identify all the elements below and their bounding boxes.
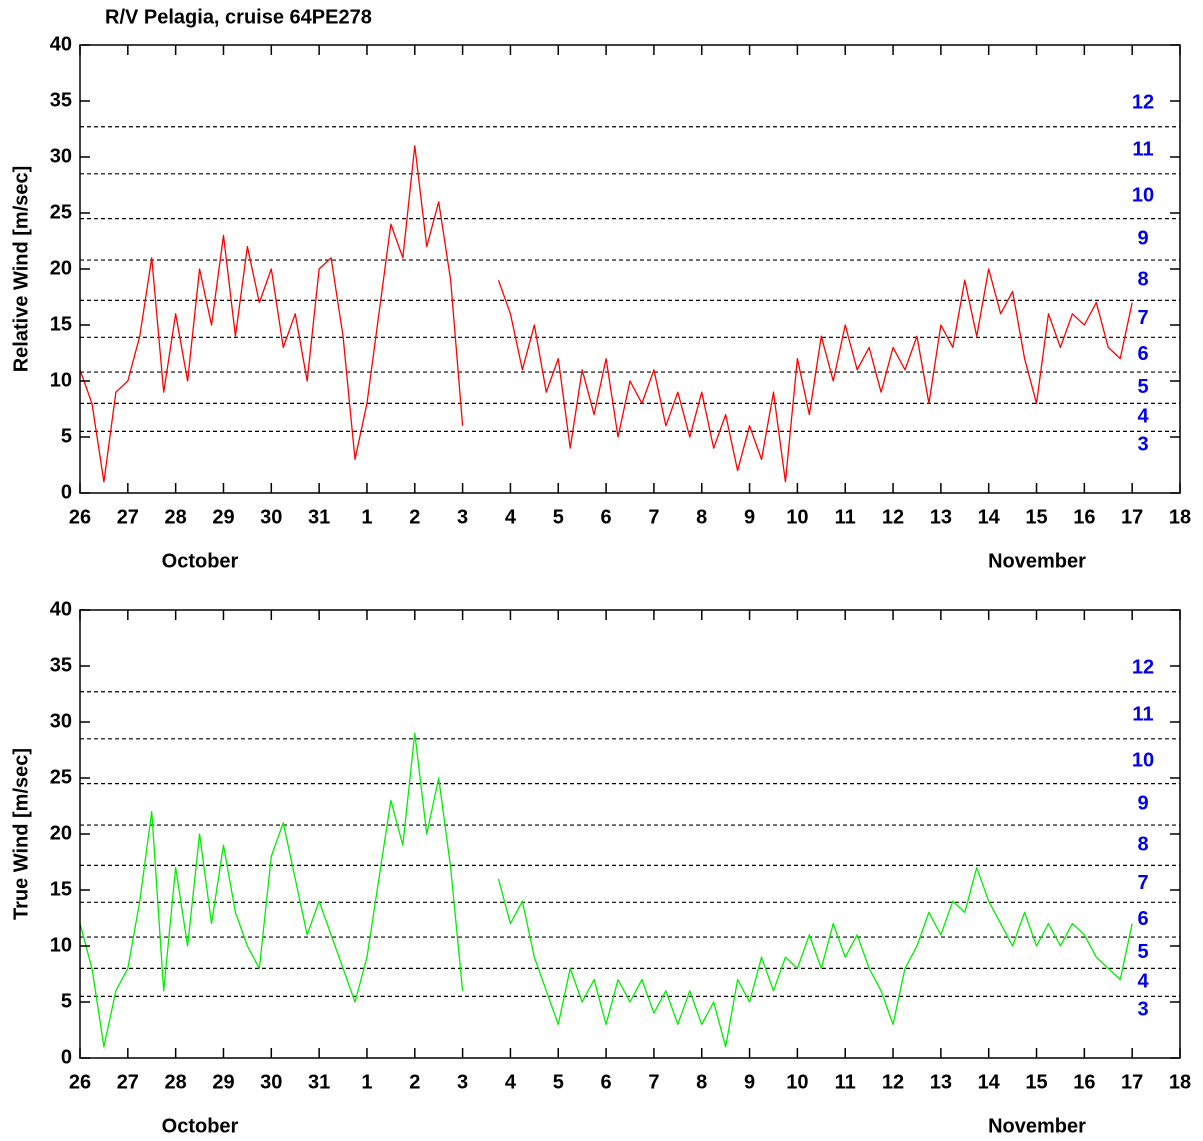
- x-tick-label: 8: [696, 506, 707, 528]
- beaufort-label: 7: [1137, 307, 1148, 329]
- beaufort-label: 6: [1137, 908, 1148, 930]
- x-tick-label: 11: [835, 506, 856, 528]
- y-tick-label: 0: [61, 1046, 72, 1068]
- x-tick-label: 31: [308, 506, 330, 528]
- x-tick-label: 15: [1025, 1071, 1047, 1093]
- x-tick-label: 4: [505, 1071, 517, 1093]
- x-tick-label: 29: [212, 506, 234, 528]
- x-tick-label: 11: [835, 1071, 856, 1093]
- y-tick-label: 0: [61, 481, 72, 503]
- y-tick-label: 5: [61, 425, 72, 447]
- x-tick-label: 2: [409, 1071, 420, 1093]
- x-tick-label: 30: [260, 1071, 282, 1093]
- x-tick-label: 6: [601, 506, 612, 528]
- y-tick-label: 15: [50, 313, 72, 335]
- beaufort-label: 10: [1132, 749, 1154, 771]
- x-tick-label: 18: [1169, 1071, 1191, 1093]
- x-tick-label: 1: [361, 1071, 372, 1093]
- beaufort-label: 8: [1137, 833, 1148, 855]
- x-tick-label: 7: [648, 1071, 659, 1093]
- y-tick-label: 30: [50, 710, 72, 732]
- y-tick-label: 20: [50, 822, 72, 844]
- x-tick-label: 26: [69, 1071, 91, 1093]
- x-tick-label: 2: [409, 506, 420, 528]
- y-tick-label: 10: [50, 369, 72, 391]
- x-tick-label: 13: [930, 1071, 952, 1093]
- month-label: November: [988, 550, 1086, 572]
- y-tick-label: 25: [50, 201, 72, 223]
- x-tick-label: 28: [165, 1071, 187, 1093]
- y-tick-label: 30: [50, 145, 72, 167]
- beaufort-label: 12: [1132, 657, 1154, 679]
- x-tick-label: 12: [882, 506, 904, 528]
- y-tick-label: 5: [61, 990, 72, 1012]
- x-tick-label: 18: [1169, 506, 1191, 528]
- y-tick-label: 25: [50, 766, 72, 788]
- x-tick-label: 3: [457, 506, 468, 528]
- x-tick-label: 28: [165, 506, 187, 528]
- y-axis-label: Relative Wind [m/sec]: [10, 166, 32, 373]
- beaufort-label: 5: [1137, 941, 1148, 963]
- x-tick-label: 6: [601, 1071, 612, 1093]
- x-tick-label: 31: [308, 1071, 330, 1093]
- x-tick-label: 3: [457, 1071, 468, 1093]
- x-tick-label: 27: [117, 506, 139, 528]
- month-label: October: [162, 1115, 239, 1137]
- x-tick-label: 17: [1121, 1071, 1143, 1093]
- x-tick-label: 26: [69, 506, 91, 528]
- y-tick-label: 15: [50, 878, 72, 900]
- x-tick-label: 12: [882, 1071, 904, 1093]
- plot-frame: [79, 609, 1181, 1059]
- beaufort-label: 3: [1137, 434, 1148, 456]
- x-tick-label: 27: [117, 1071, 139, 1093]
- y-tick-label: 40: [50, 33, 72, 55]
- x-tick-label: 7: [648, 506, 659, 528]
- x-tick-label: 16: [1073, 1071, 1095, 1093]
- x-tick-label: 14: [978, 506, 1001, 528]
- y-tick-label: 40: [50, 598, 72, 620]
- beaufort-label: 6: [1137, 343, 1148, 365]
- beaufort-label: 12: [1132, 92, 1154, 114]
- x-tick-label: 10: [786, 506, 808, 528]
- beaufort-label: 5: [1137, 376, 1148, 398]
- wind-line: [79, 145, 1133, 483]
- beaufort-label: 9: [1137, 793, 1148, 815]
- beaufort-label: 11: [1132, 704, 1153, 726]
- beaufort-label: 7: [1137, 872, 1148, 894]
- x-tick-label: 29: [212, 1071, 234, 1093]
- x-tick-label: 9: [744, 506, 755, 528]
- x-tick-label: 10: [786, 1071, 808, 1093]
- beaufort-label: 10: [1132, 184, 1154, 206]
- x-tick-label: 5: [553, 1071, 564, 1093]
- y-tick-label: 10: [50, 934, 72, 956]
- beaufort-label: 9: [1137, 228, 1148, 250]
- month-label: October: [162, 550, 239, 572]
- beaufort-label: 3: [1137, 999, 1148, 1021]
- wind-line: [79, 732, 1133, 1048]
- x-tick-label: 4: [505, 506, 517, 528]
- y-tick-label: 35: [50, 89, 72, 111]
- y-tick-label: 20: [50, 257, 72, 279]
- x-tick-label: 30: [260, 506, 282, 528]
- beaufort-label: 4: [1137, 406, 1149, 428]
- beaufort-label: 11: [1132, 139, 1153, 161]
- y-axis-label: True Wind [m/sec]: [10, 748, 32, 920]
- x-tick-label: 17: [1121, 506, 1143, 528]
- x-tick-label: 8: [696, 1071, 707, 1093]
- x-tick-label: 1: [361, 506, 372, 528]
- x-tick-label: 16: [1073, 506, 1095, 528]
- beaufort-label: 4: [1137, 971, 1149, 993]
- x-tick-label: 9: [744, 1071, 755, 1093]
- x-tick-label: 13: [930, 506, 952, 528]
- chart-title: R/V Pelagia, cruise 64PE278: [105, 6, 372, 28]
- x-tick-label: 14: [978, 1071, 1001, 1093]
- y-tick-label: 35: [50, 654, 72, 676]
- month-label: November: [988, 1115, 1086, 1137]
- x-tick-label: 5: [553, 506, 564, 528]
- beaufort-label: 8: [1137, 268, 1148, 290]
- x-tick-label: 15: [1025, 506, 1047, 528]
